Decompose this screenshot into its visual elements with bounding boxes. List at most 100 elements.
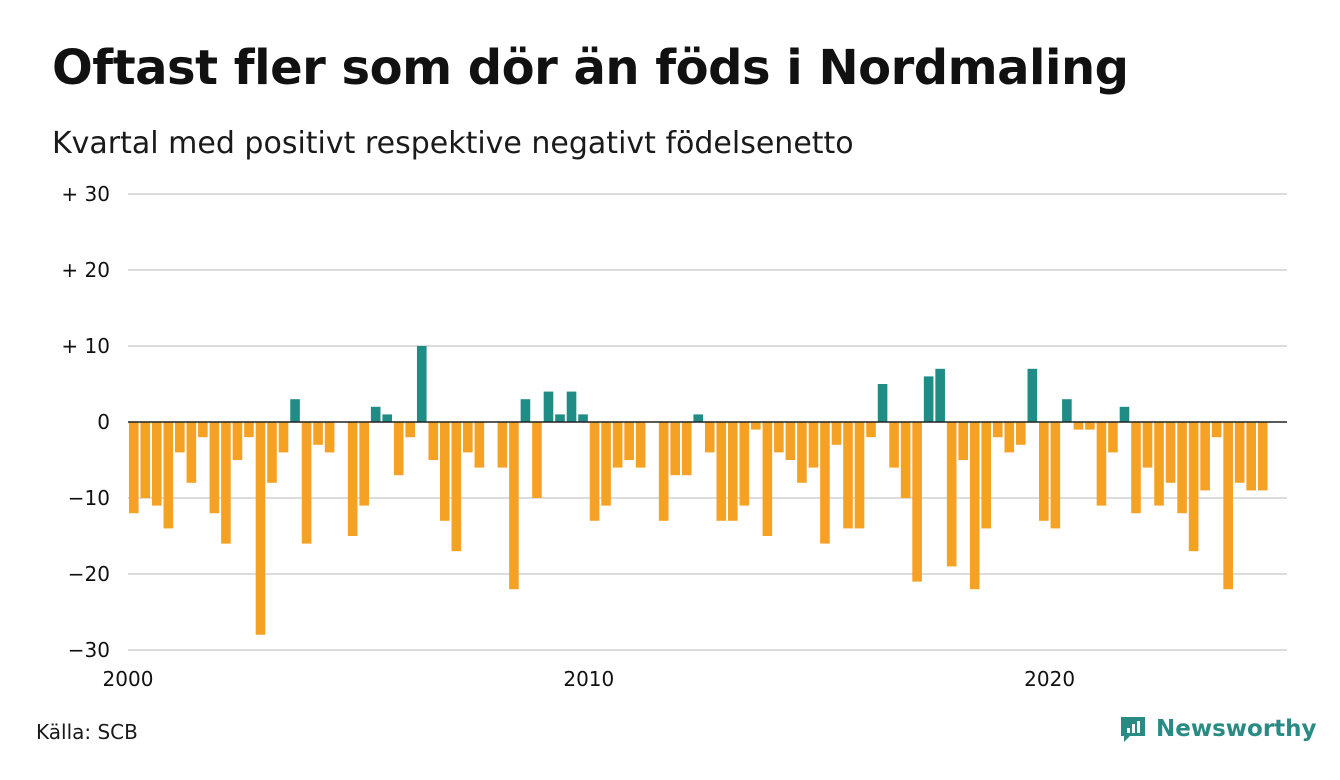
bar <box>244 422 254 438</box>
bar <box>1234 422 1245 483</box>
bar <box>704 422 715 453</box>
x-tick-label: 2010 <box>563 667 614 691</box>
bar <box>267 422 277 483</box>
bar <box>163 422 174 529</box>
bar <box>324 422 335 453</box>
bar <box>774 422 784 453</box>
y-tick-label: −20 <box>68 562 110 586</box>
bar <box>1050 422 1061 529</box>
bar <box>370 406 381 422</box>
bar <box>912 422 922 582</box>
bar <box>451 422 462 552</box>
bar <box>463 422 473 453</box>
bar <box>1119 406 1130 422</box>
bar <box>1073 422 1084 430</box>
bar <box>658 422 669 521</box>
bar <box>382 414 392 422</box>
bar <box>359 422 369 506</box>
bar <box>1004 422 1015 453</box>
axes: + 30 + 20 + 10 0 −10 −20 −30 2000 2010 2020 <box>61 182 1287 691</box>
bar <box>474 422 485 468</box>
bar <box>405 422 416 438</box>
bar <box>589 422 600 521</box>
bar <box>347 422 358 536</box>
bar <box>601 422 611 506</box>
bar <box>1246 422 1256 491</box>
bar <box>866 422 876 438</box>
bar <box>198 422 208 438</box>
bar <box>820 422 830 544</box>
bar <box>958 422 968 460</box>
x-tick-label: 2020 <box>1024 667 1075 691</box>
bar <box>509 422 519 590</box>
bar <box>209 422 220 514</box>
bar <box>301 422 312 544</box>
bar <box>1108 422 1118 453</box>
bar <box>313 422 323 445</box>
bar <box>797 422 807 483</box>
bar <box>739 422 750 506</box>
bar <box>854 422 865 529</box>
bar <box>670 422 680 476</box>
bar <box>716 422 727 521</box>
bar <box>935 368 945 422</box>
bar <box>1257 422 1268 491</box>
bar <box>140 422 151 498</box>
bar <box>1165 422 1176 483</box>
bar <box>1096 422 1107 506</box>
y-tick-label: −30 <box>68 638 110 662</box>
bar <box>416 346 427 422</box>
bar <box>278 422 289 453</box>
bar <box>624 422 634 460</box>
bar <box>1142 422 1153 468</box>
bar <box>900 422 911 498</box>
bar <box>693 414 704 422</box>
bar <box>728 422 738 521</box>
bar <box>1016 422 1026 445</box>
bar <box>555 414 565 422</box>
bar <box>1200 422 1210 491</box>
bar <box>981 422 992 529</box>
gridlines <box>128 193 1287 651</box>
bar <box>612 422 623 468</box>
bar <box>808 422 819 468</box>
bar <box>578 414 588 422</box>
bar <box>992 422 1003 438</box>
newsworthy-logo-icon <box>1121 717 1145 742</box>
bar <box>762 422 773 536</box>
bar <box>1062 399 1072 422</box>
bar <box>635 422 646 468</box>
brand-name: Newsworthy <box>1156 716 1317 742</box>
bar <box>831 422 842 445</box>
bar <box>1131 422 1141 514</box>
bar <box>221 422 231 544</box>
bar <box>175 422 185 453</box>
bar <box>1154 422 1164 506</box>
bar <box>843 422 853 529</box>
bar <box>393 422 404 476</box>
bar <box>186 422 197 483</box>
x-tick-label: 2000 <box>103 667 154 691</box>
bar <box>1223 422 1233 590</box>
source-note: Källa: SCB <box>36 720 138 744</box>
bar <box>520 399 531 422</box>
bar <box>889 422 899 468</box>
bar <box>946 422 957 567</box>
bar <box>566 391 577 422</box>
brand-logo: Newsworthy <box>1118 714 1317 744</box>
chart-title: Oftast fler som dör än föds i Nordmaling <box>52 40 1129 96</box>
bar <box>969 422 980 590</box>
bars <box>128 346 1268 635</box>
bar <box>1211 422 1222 438</box>
y-tick-label: 0 <box>97 410 110 434</box>
bar <box>232 422 243 460</box>
y-tick-label: −10 <box>68 486 110 510</box>
bar <box>681 422 692 476</box>
bar <box>1188 422 1199 552</box>
chart-subtitle: Kvartal med positivt respektive negativt… <box>52 126 854 161</box>
bar <box>543 391 554 422</box>
bar <box>428 422 439 460</box>
bar <box>440 422 450 521</box>
bar <box>152 422 162 506</box>
